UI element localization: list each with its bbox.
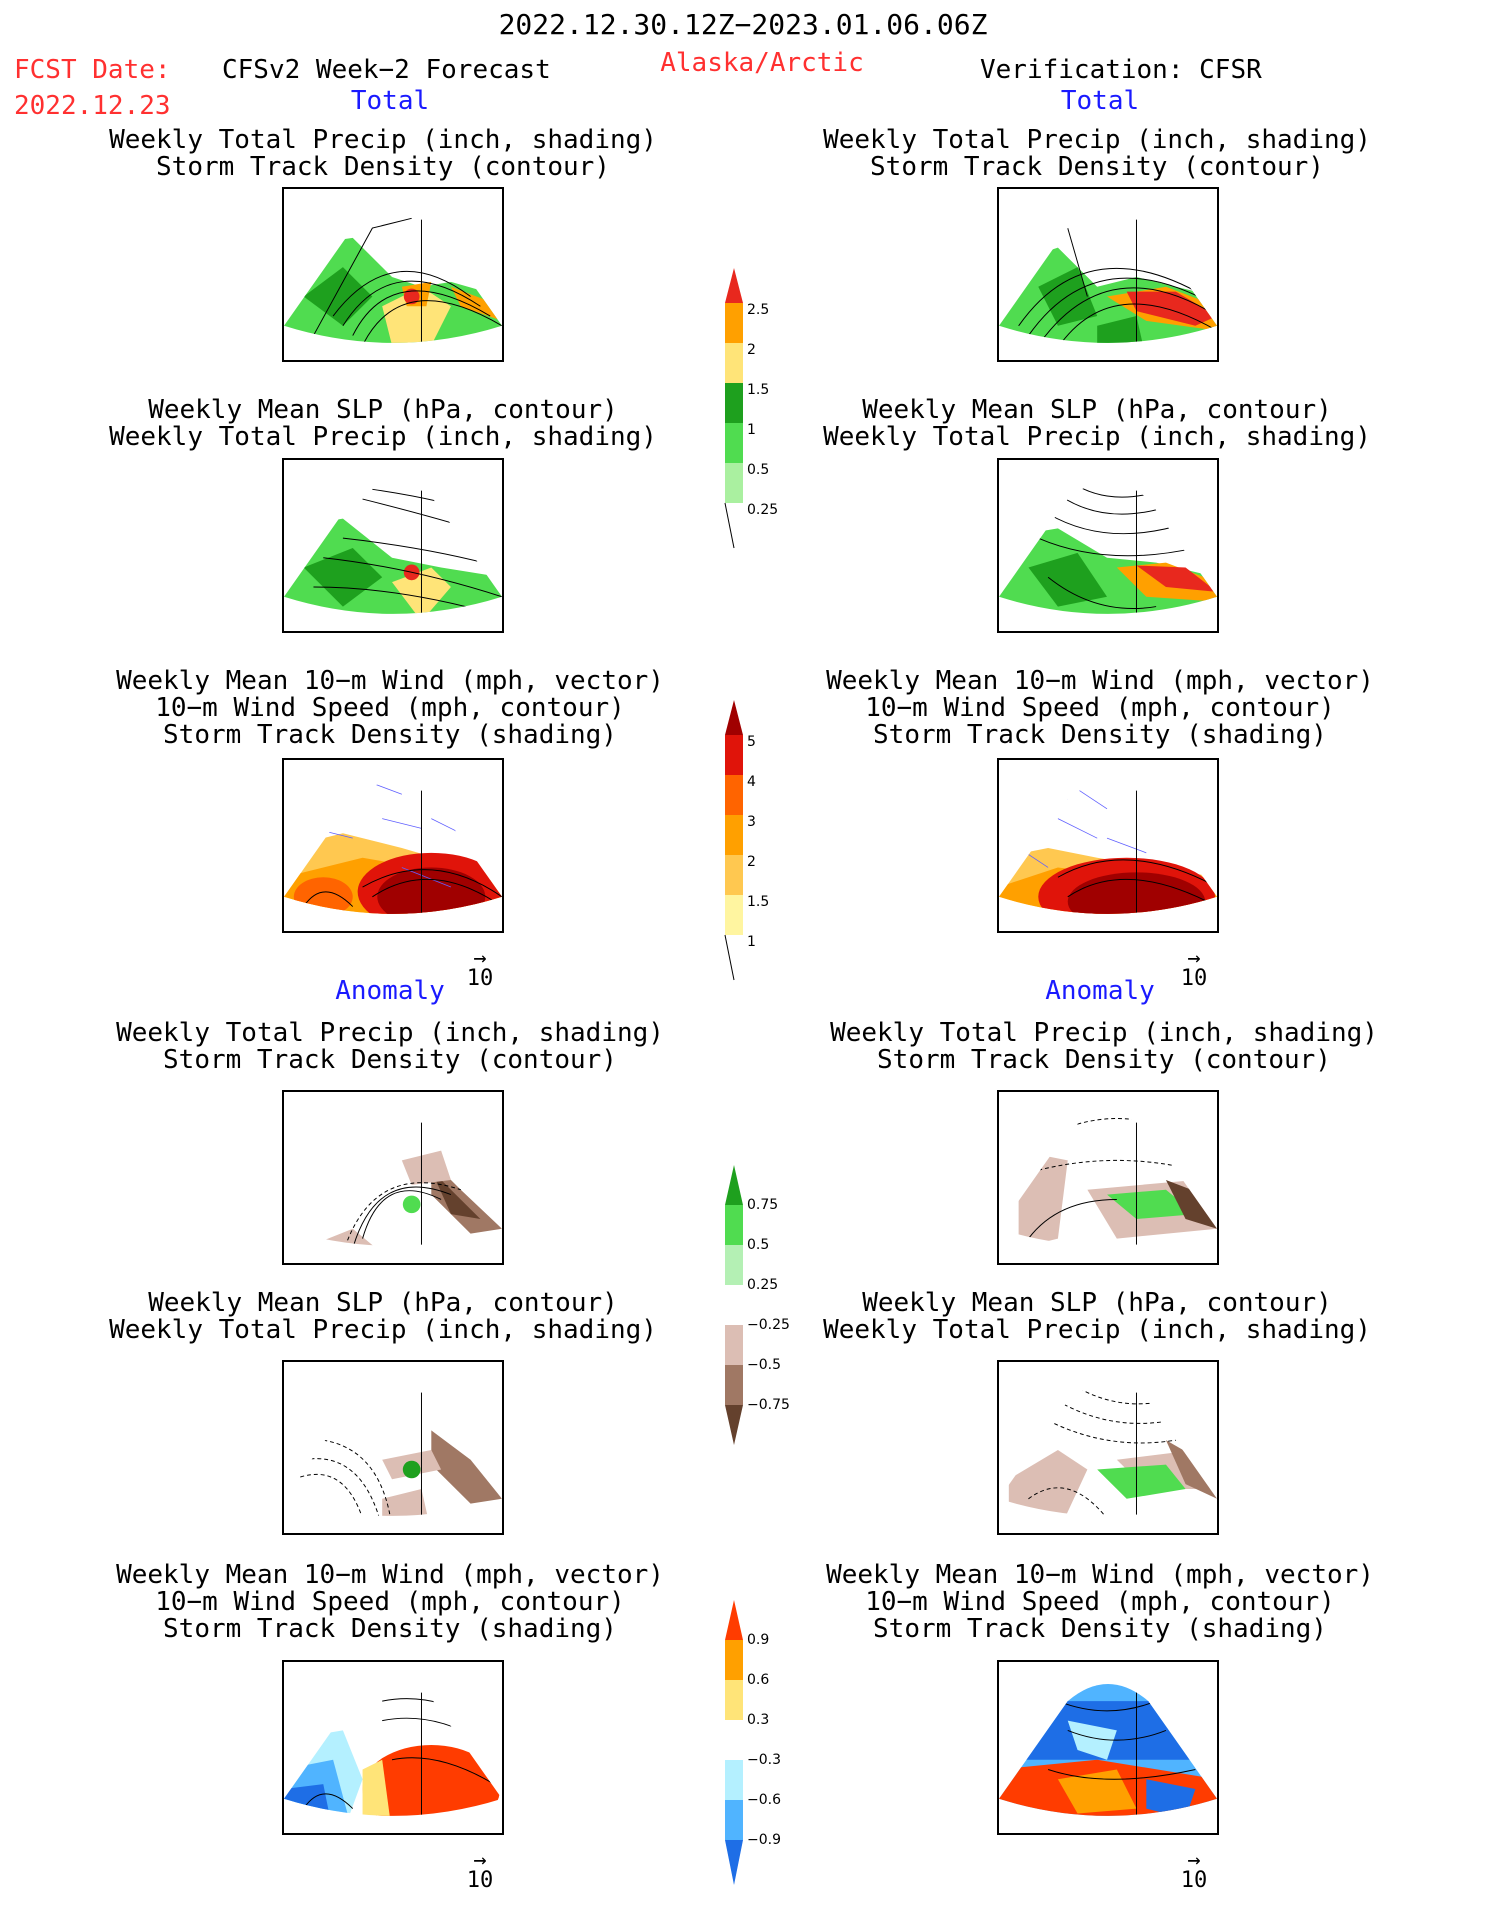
cbar-as-label-2: 0.3 — [747, 1712, 770, 1728]
cbar-as-seg-3 — [725, 1720, 743, 1760]
title-total-slp-left: Weekly Mean SLP (hPa, contour) Weekly To… — [109, 395, 657, 452]
cbar-tp-seg-3 — [725, 383, 743, 423]
cbar-as-seg-2 — [725, 1680, 743, 1720]
map-anom-slp-forecast — [282, 1360, 504, 1535]
section-anomaly-left: Anomaly — [335, 976, 445, 1006]
cbar-tp-seg-5 — [725, 463, 743, 503]
colorbar-anom-storm: 0.9 0.6 0.3 −0.3 −0.6 −0.9 — [723, 1600, 793, 1890]
map-anom-precip-storm-verification — [997, 1090, 1219, 1265]
map-total-slp-forecast — [282, 458, 504, 633]
title-anom-wind-left: Weekly Mean 10−m Wind (mph, vector) 10−m… — [116, 1560, 664, 1644]
cbar-as-label-1: 0.6 — [747, 1672, 770, 1688]
title-anom-slp-left: Weekly Mean SLP (hPa, contour) Weekly To… — [109, 1288, 657, 1345]
map-total-wind-forecast — [282, 758, 504, 933]
forecast-label: CFSv2 Week−2 Forecast — [222, 55, 551, 85]
cbar-ts-label-2: 3 — [747, 814, 756, 830]
cbar-ts-seg-5 — [725, 895, 743, 935]
cbar-tp-label-0: 2.5 — [747, 302, 770, 318]
cbar-ts-label-3: 2 — [747, 854, 756, 870]
title-anom-precip-storm-left: Weekly Total Precip (inch, shading) Stor… — [116, 1018, 664, 1075]
cbar-as-seg-5 — [725, 1800, 743, 1840]
cbar-tp-label-1: 2 — [747, 342, 756, 358]
cbar-tp-label-2: 1.5 — [747, 382, 770, 398]
cbar-ap-label-4: −0.5 — [747, 1357, 781, 1373]
section-total-right: Total — [1060, 86, 1140, 116]
cbar-ts-seg-4 — [725, 855, 743, 895]
map-total-precip-storm-verification — [997, 187, 1219, 362]
cbar-as-seg-0 — [725, 1600, 743, 1640]
colorbar-anom-precip: 0.75 0.5 0.25 −0.25 −0.5 −0.75 — [723, 1165, 793, 1450]
map-total-wind-verification — [997, 758, 1219, 933]
cbar-as-label-5: −0.9 — [747, 1832, 781, 1848]
cbar-ap-seg-2 — [725, 1245, 743, 1285]
cbar-ts-label-0: 5 — [747, 734, 756, 750]
cbar-ap-label-0: 0.75 — [747, 1197, 779, 1213]
cbar-ts-seg-1 — [725, 735, 743, 775]
cbar-ts-label-1: 4 — [747, 774, 756, 790]
cbar-as-label-3: −0.3 — [747, 1752, 781, 1768]
title-total-wind-left: Weekly Mean 10−m Wind (mph, vector) 10−m… — [116, 666, 664, 750]
cbar-ts-label-4: 1.5 — [747, 894, 770, 910]
cbar-ap-seg-0 — [725, 1165, 743, 1205]
cbar-tp-seg-0 — [725, 268, 743, 303]
map-total-precip-storm-forecast — [282, 187, 504, 362]
cbar-ts-label-5: 1 — [747, 934, 756, 950]
cbar-tp-label-3: 1 — [747, 422, 756, 438]
cbar-as-label-0: 0.9 — [747, 1632, 770, 1648]
cbar-tp-seg-2 — [725, 343, 743, 383]
region-label: Alaska/Arctic — [660, 48, 864, 78]
title-anom-precip-storm-right: Weekly Total Precip (inch, shading) Stor… — [830, 1018, 1378, 1075]
cbar-ap-seg-1 — [725, 1205, 743, 1245]
section-total-left: Total — [350, 86, 430, 116]
title-total-precip-storm-left: Weekly Total Precip (inch, shading) Stor… — [109, 125, 657, 182]
map-anom-precip-storm-forecast — [282, 1090, 504, 1265]
vector-ref-anom-left: → 10 — [466, 1848, 494, 1893]
cbar-ap-seg-4 — [725, 1325, 743, 1365]
map-anom-wind-forecast — [282, 1660, 504, 1835]
map-anom-slp-verification — [997, 1360, 1219, 1535]
cbar-tp-label-5: 0.25 — [747, 502, 779, 518]
cbar-as-seg-4 — [725, 1760, 743, 1800]
title-anom-slp-right: Weekly Mean SLP (hPa, contour) Weekly To… — [823, 1288, 1371, 1345]
vector-ref-total-right: → 10 — [1180, 946, 1208, 991]
cbar-ap-label-5: −0.75 — [747, 1397, 790, 1413]
cbar-ap-seg-3 — [725, 1285, 743, 1325]
fcst-date-label: FCST Date: — [14, 55, 171, 85]
title-total-slp-right: Weekly Mean SLP (hPa, contour) Weekly To… — [823, 395, 1371, 452]
cbar-ts-seg-0 — [725, 700, 743, 735]
colorbar-total-precip: 2.5 2 1.5 1 0.5 0.25 — [723, 268, 783, 556]
cbar-ts-seg-2 — [725, 775, 743, 815]
cbar-ap-label-2: 0.25 — [747, 1277, 779, 1293]
cbar-ap-label-3: −0.25 — [747, 1317, 790, 1333]
cbar-ts-seg-3 — [725, 815, 743, 855]
title-total-wind-right: Weekly Mean 10−m Wind (mph, vector) 10−m… — [826, 666, 1374, 750]
cbar-tp-seg-1 — [725, 303, 743, 343]
vector-ref-total-left: → 10 — [466, 946, 494, 991]
title-total-precip-storm-right: Weekly Total Precip (inch, shading) Stor… — [823, 125, 1371, 182]
verification-label: Verification: CFSR — [980, 55, 1262, 85]
cbar-ap-seg-5 — [725, 1365, 743, 1405]
section-anomaly-right: Anomaly — [1045, 976, 1155, 1006]
cbar-tp-label-4: 0.5 — [747, 462, 770, 478]
vector-ref-anom-right: → 10 — [1180, 1848, 1208, 1893]
map-total-slp-verification — [997, 458, 1219, 633]
fcst-date-value: 2022.12.23 — [14, 91, 171, 121]
period-title: 2022.12.30.12Z−2023.01.06.06Z — [498, 8, 988, 41]
cbar-ap-label-1: 0.5 — [747, 1237, 770, 1253]
cbar-as-label-4: −0.6 — [747, 1792, 781, 1808]
map-anom-wind-verification — [997, 1660, 1219, 1835]
title-anom-wind-right: Weekly Mean 10−m Wind (mph, vector) 10−m… — [826, 1560, 1374, 1644]
cbar-as-seg-1 — [725, 1640, 743, 1680]
cbar-ap-seg-6 — [725, 1405, 743, 1445]
cbar-as-seg-6 — [725, 1840, 743, 1885]
colorbar-total-storm: 5 4 3 2 1.5 1 — [723, 700, 783, 988]
cbar-tp-seg-4 — [725, 423, 743, 463]
